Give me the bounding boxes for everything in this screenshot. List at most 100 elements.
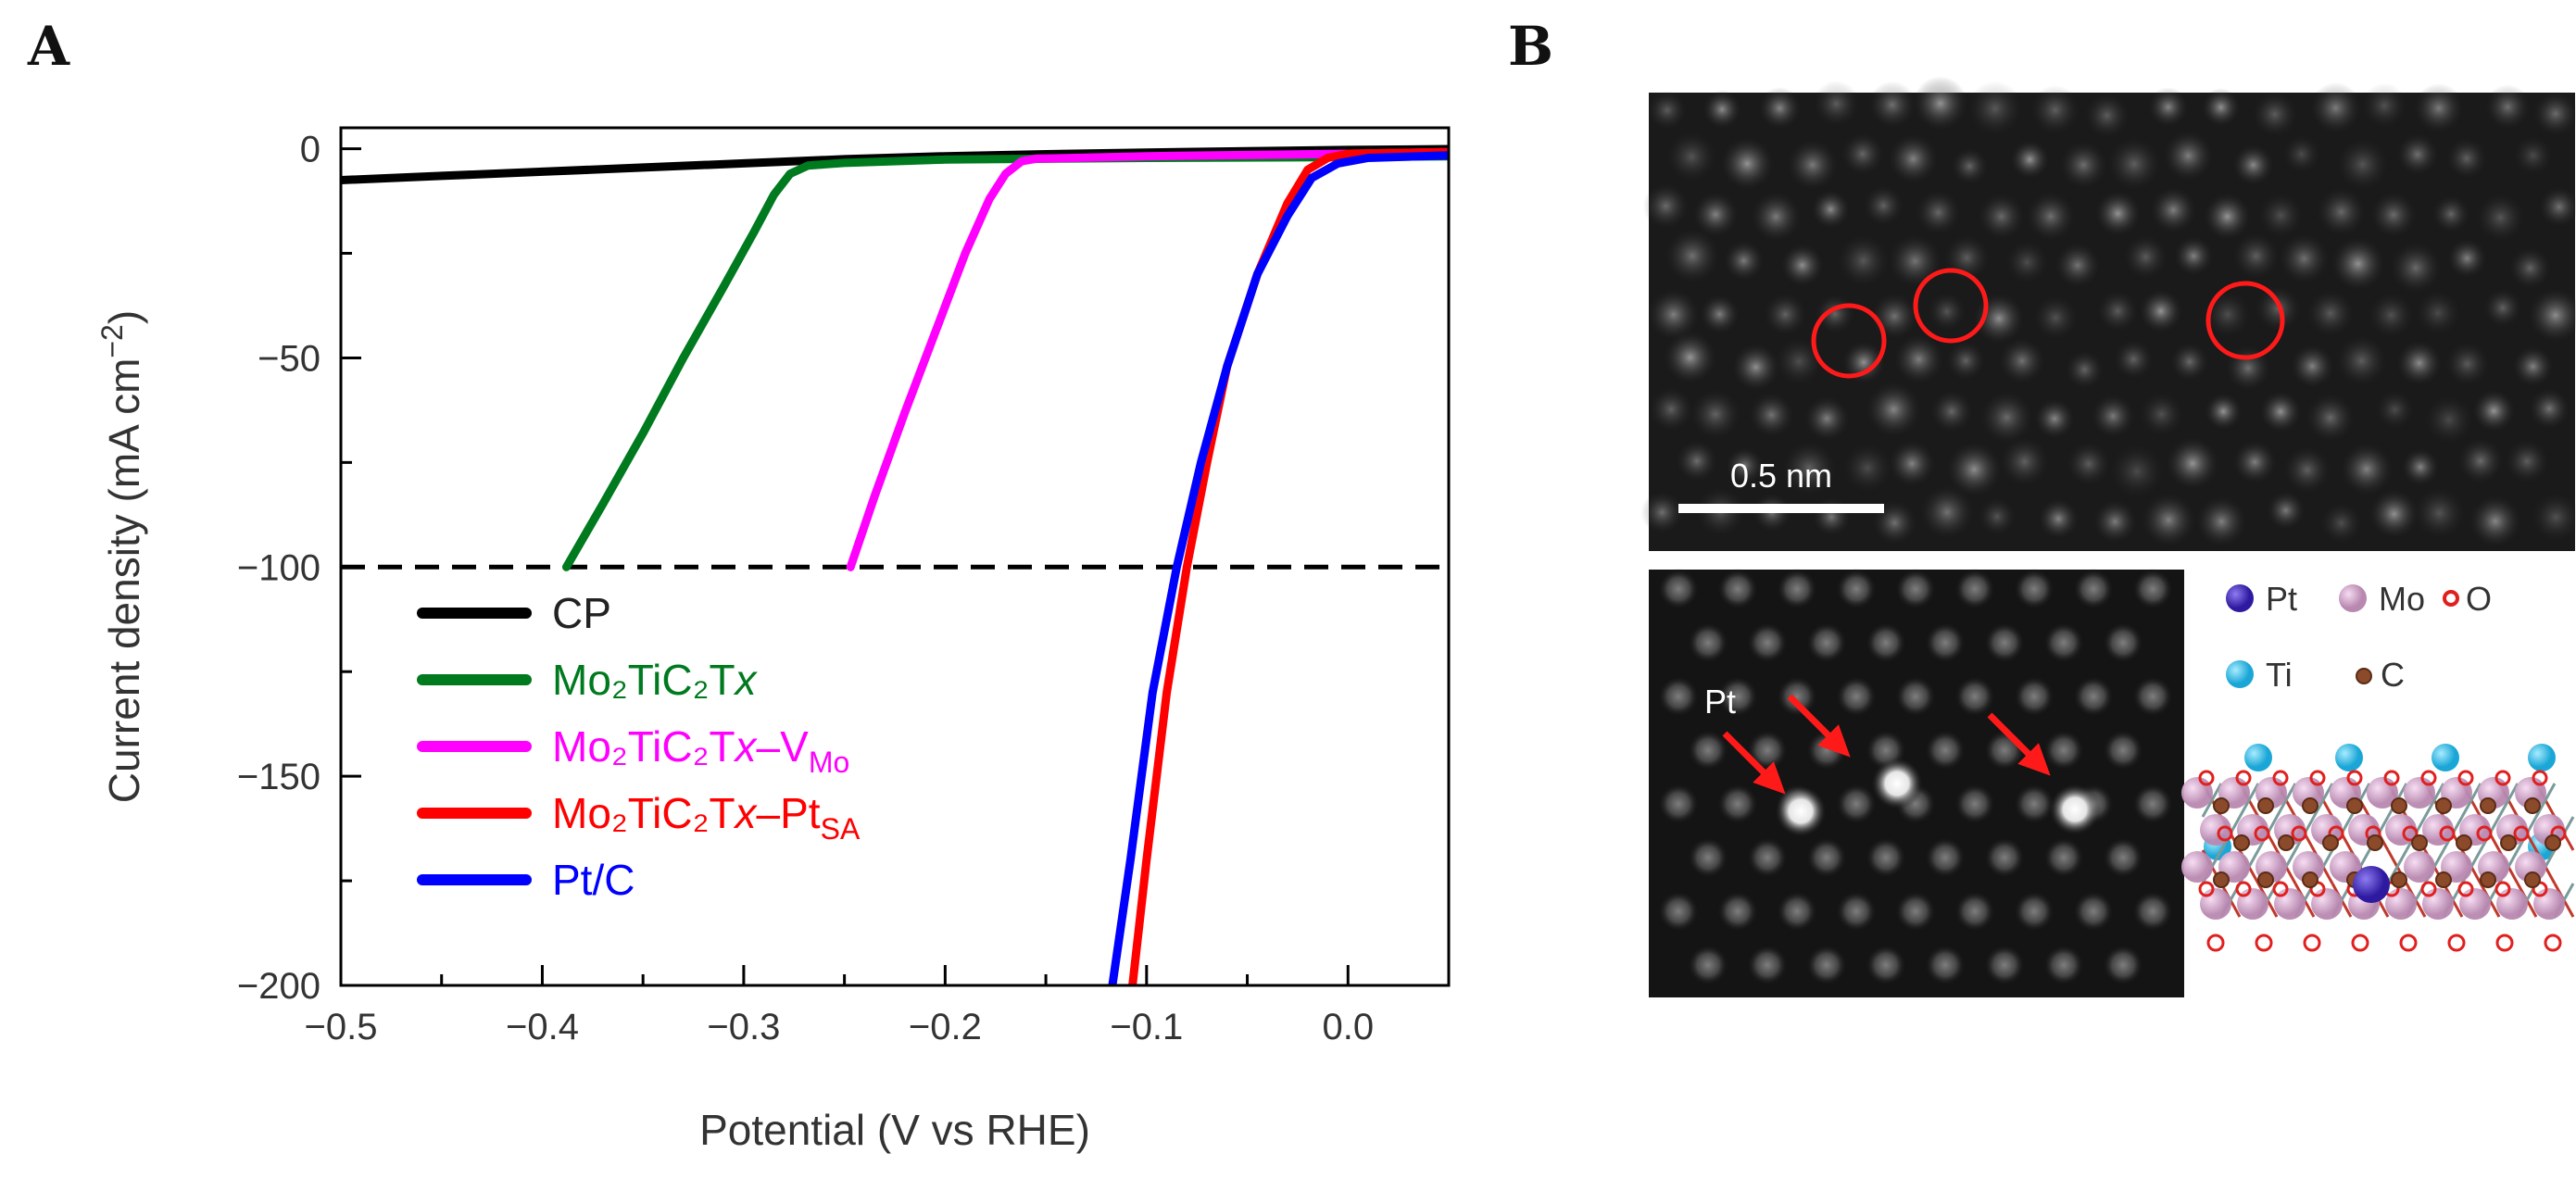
lattice-dot xyxy=(1954,891,1995,932)
lattice-dot xyxy=(2073,891,2114,932)
x-tick-label: −0.1 xyxy=(1110,1007,1183,1047)
o-atom xyxy=(2494,770,2511,786)
stem-atom-spot xyxy=(2505,439,2549,483)
stem-atom-spot xyxy=(1913,76,1968,132)
o-atom xyxy=(2420,881,2437,897)
c-atom xyxy=(2435,797,2452,814)
o-atom xyxy=(2457,770,2474,786)
o-atom xyxy=(2198,881,2215,897)
stem-atom-spot xyxy=(2513,135,2554,176)
stem-atom-spot xyxy=(2283,445,2331,494)
c-atom xyxy=(2302,797,2318,814)
stem-atom-spot xyxy=(2107,137,2161,192)
pt-highlight-circle-3 xyxy=(2205,281,2285,360)
lattice-dot xyxy=(1954,676,1995,717)
stem-atom-spot xyxy=(1690,389,1741,440)
mo-atom xyxy=(2274,888,2306,920)
stem-atom-contrast xyxy=(1640,76,2576,547)
c-atom xyxy=(2500,834,2517,851)
panel-b-label: B xyxy=(1508,15,1553,78)
stem-atom-spot xyxy=(2532,91,2576,137)
o-atom xyxy=(2544,934,2562,952)
stem-atom-spot xyxy=(2335,334,2388,387)
pt-highlight-circle-2 xyxy=(1913,268,1989,344)
structure-legend: Pt Mo O Ti C xyxy=(2226,580,2492,694)
stem-atom-spot xyxy=(2066,441,2111,486)
stem-atom-spot xyxy=(1868,81,1916,129)
lattice-dot xyxy=(2132,891,2173,932)
stem-atom-spot xyxy=(2142,493,2196,547)
mo-legend-icon xyxy=(2339,584,2367,612)
ti-atom xyxy=(2431,744,2459,771)
o-atom xyxy=(2272,770,2289,786)
c-atom xyxy=(2278,834,2294,851)
mo-atom xyxy=(2181,777,2213,809)
x-tick-label: −0.4 xyxy=(506,1007,579,1047)
stem-atom-spot xyxy=(1863,185,1904,226)
stem-atom-spot xyxy=(1720,137,1774,191)
mo-atom xyxy=(2422,888,2454,920)
stem-atom-spot xyxy=(1692,192,1739,238)
series-line-2 xyxy=(846,147,1449,571)
stem-atom-spot xyxy=(2369,489,2419,539)
lattice-dot xyxy=(2073,676,2114,717)
o-atom xyxy=(2291,825,2307,842)
stem-atom-spot xyxy=(2252,91,2298,138)
stem-atom-spot xyxy=(2030,85,2080,135)
simulated-image: Pt xyxy=(1649,569,2184,997)
stem-atom-spot xyxy=(1649,386,1694,432)
bond xyxy=(2275,783,2297,818)
legend-label: CP xyxy=(552,589,611,637)
stem-atom-spot xyxy=(1700,294,1740,334)
stem-atom-spot xyxy=(1749,392,1794,438)
stem-atom-spot xyxy=(2232,232,2281,280)
stem-atom-spot xyxy=(2336,138,2390,192)
legend-label: Pt/C xyxy=(552,856,635,904)
o-atom xyxy=(2206,934,2225,952)
lattice-dot xyxy=(2103,945,2143,985)
pt-bright-dot xyxy=(1871,758,1923,809)
lattice-dot xyxy=(1658,569,1699,609)
pt-legend-icon xyxy=(2226,584,2254,612)
c-atom xyxy=(2456,834,2472,851)
y-tick-label: −150 xyxy=(237,757,320,797)
stem-atom-spot xyxy=(2096,290,2139,332)
o-atom xyxy=(2457,881,2474,897)
stem-atom-spot xyxy=(2469,495,2521,547)
lattice-dot xyxy=(1806,837,1847,878)
stem-atom-spot xyxy=(1920,484,1975,540)
lattice-dot xyxy=(2103,622,2143,663)
stem-atom-spot xyxy=(1764,293,1807,336)
lattice-dot xyxy=(2014,891,2055,932)
stem-atom-spot xyxy=(2201,88,2241,127)
lattice-dot xyxy=(1836,676,1877,717)
x-tick-label: −0.5 xyxy=(305,1007,378,1047)
series-line-4 xyxy=(1108,151,1449,985)
stem-image: 0.5 nm xyxy=(1640,76,2576,551)
stem-atom-spot xyxy=(1780,244,1824,287)
lattice-dot xyxy=(2014,569,2055,609)
stem-atom-spot xyxy=(2109,444,2165,499)
c-atom xyxy=(2524,797,2541,814)
stem-atom-spot xyxy=(2401,447,2440,486)
pt-highlight-circle-1 xyxy=(1811,303,1887,379)
stem-atom-spot xyxy=(2148,87,2189,128)
mo-atom xyxy=(2385,888,2417,920)
stem-atom-spot xyxy=(1842,341,1886,384)
bond xyxy=(2534,783,2557,818)
mo-atom xyxy=(2422,814,2454,846)
stem-atom-spot xyxy=(2279,232,2330,284)
c-atom xyxy=(2322,834,2339,851)
lattice-dot xyxy=(1658,891,1699,932)
o-atom xyxy=(2255,934,2273,952)
lattice-dot xyxy=(2132,569,2173,609)
x-axis-ticks: −0.5 −0.4 −0.3 −0.2 −0.1 0.0 xyxy=(305,965,1374,1047)
stem-atom-spot xyxy=(2113,339,2154,380)
stem-atom-spot xyxy=(1815,294,1855,334)
stem-atom-spot xyxy=(2000,436,2050,487)
stem-atom-spot xyxy=(2065,350,2105,390)
lattice-dot xyxy=(2043,730,2084,771)
lattice-dot xyxy=(1747,945,1788,985)
lattice-dot xyxy=(1777,569,1817,609)
